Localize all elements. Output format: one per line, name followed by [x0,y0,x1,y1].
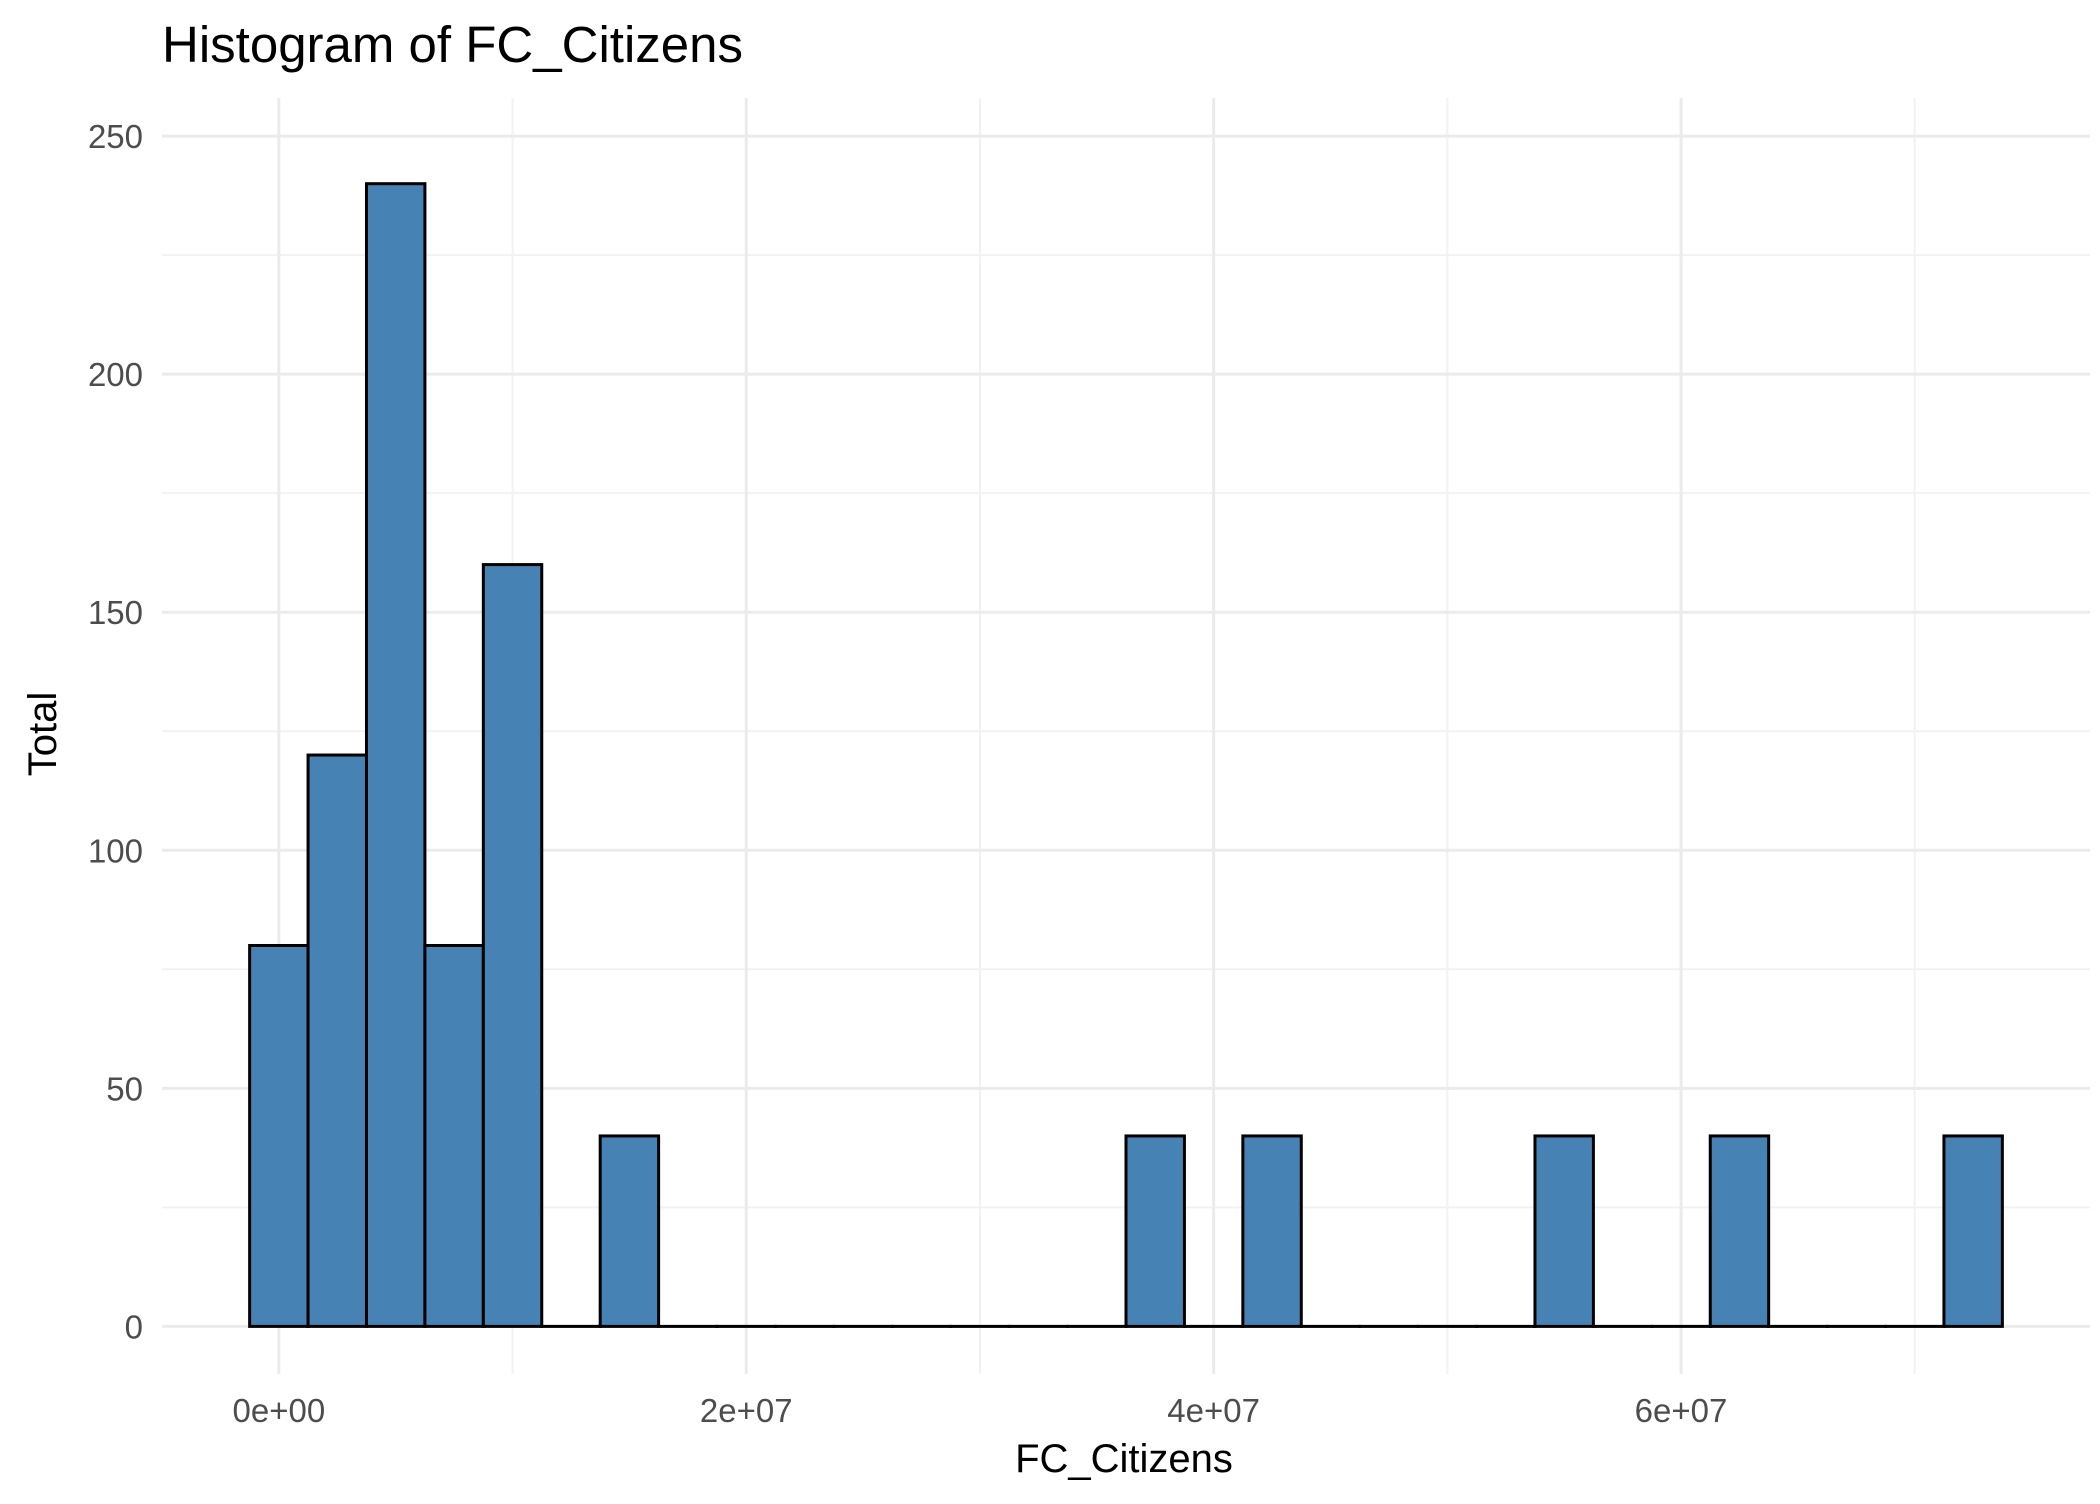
x-axis-tick-labels: 0e+00 2e+07 4e+07 6e+07 [233,1392,1728,1429]
histogram-bar [1535,1136,1593,1326]
x-tick-label: 2e+07 [700,1392,793,1429]
y-tick-label: 50 [106,1070,143,1107]
histogram-bar [1243,1136,1301,1326]
y-tick-label: 100 [88,832,143,869]
histogram-bar [1944,1136,2002,1326]
histogram-bar [308,755,366,1326]
x-tick-label: 0e+00 [233,1392,326,1429]
histogram-bar [483,565,541,1327]
y-axis-title: Total [21,692,65,777]
histogram-bar [250,945,308,1326]
x-axis-title: FC_Citizens [1015,1437,1233,1481]
y-tick-label: 0 [125,1308,143,1345]
chart-title: Histogram of FC_Citizens [162,16,743,73]
x-tick-label: 6e+07 [1635,1392,1728,1429]
y-axis-tick-labels: 0 50 100 150 200 250 [88,118,143,1345]
histogram-bar [425,945,483,1326]
histogram-bar [1710,1136,1768,1326]
y-tick-label: 250 [88,118,143,155]
histogram-bar [366,184,424,1327]
x-tick-label: 4e+07 [1167,1392,1260,1429]
y-tick-label: 150 [88,594,143,631]
histogram-bar [1126,1136,1184,1326]
y-tick-label: 200 [88,356,143,393]
histogram-bar [600,1136,658,1326]
